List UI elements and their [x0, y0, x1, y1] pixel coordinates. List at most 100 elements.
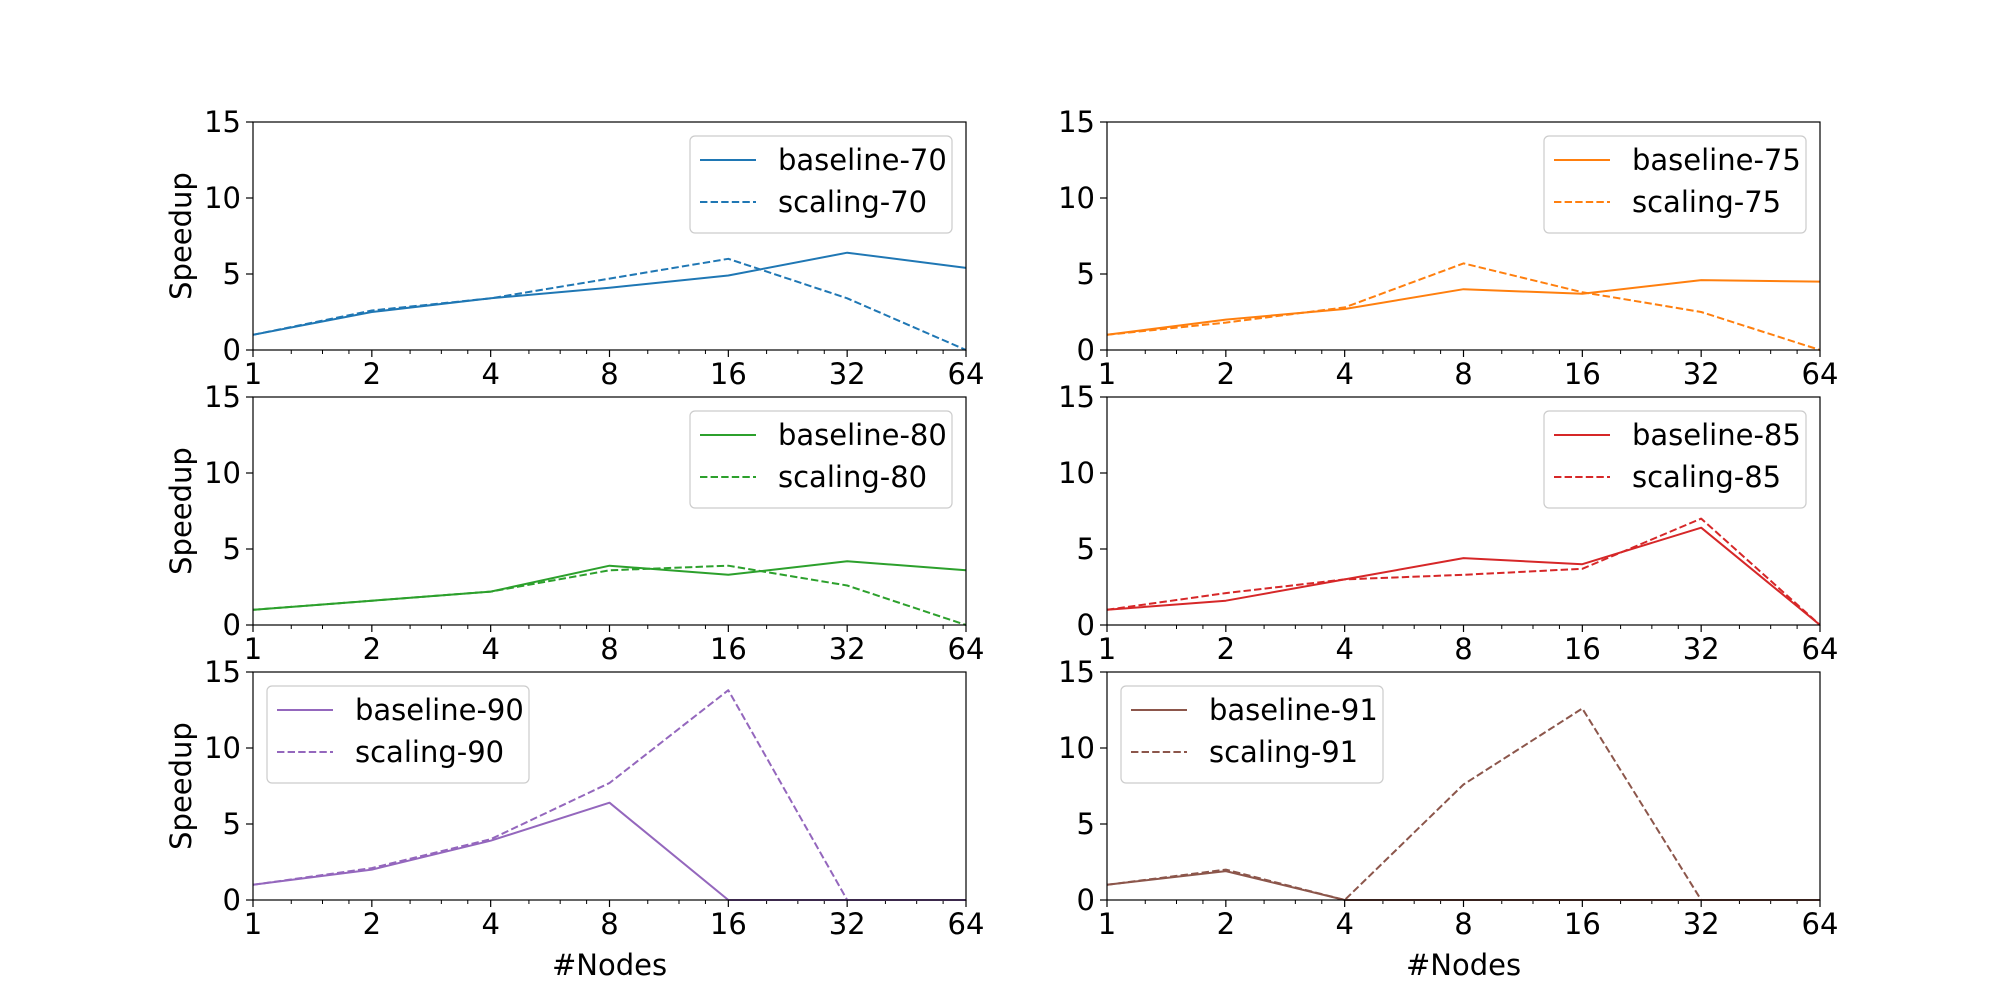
series-line-baseline-85 — [1106, 526, 1821, 626]
legend-label: baseline-85 — [1632, 418, 1801, 452]
chart-panel-3: 1 2 4 8 16 32 64 0 5 10 15 baseline-85 scaling-85 — [1058, 380, 1838, 666]
legend-label: scaling-85 — [1632, 460, 1781, 494]
x-tick-label: 2 — [1217, 907, 1235, 941]
x-tick-label: 2 — [363, 632, 381, 666]
y-tick-label: 15 — [204, 655, 241, 689]
legend: baseline-90 scaling-90 — [266, 685, 530, 784]
series-line-scaling-70 — [252, 257, 967, 351]
x-tick-label: 8 — [600, 632, 618, 666]
y-axis-label: Speedup — [164, 447, 198, 575]
series-line-baseline-75 — [1106, 279, 1821, 336]
y-tick-label: 10 — [1058, 731, 1095, 765]
x-tick-label: 4 — [481, 632, 499, 666]
y-tick-label: 5 — [223, 532, 241, 566]
x-tick-label: 64 — [948, 907, 985, 941]
y-tick-label: 15 — [1058, 105, 1095, 139]
x-tick-label: 16 — [1564, 907, 1601, 941]
x-tick-label: 1 — [244, 632, 262, 666]
x-tick-label: 2 — [363, 907, 381, 941]
series-line-baseline-91 — [1106, 870, 1820, 901]
legend-label: baseline-90 — [355, 693, 524, 727]
x-tick-label: 1 — [1098, 632, 1116, 666]
y-tick-label: 0 — [1077, 333, 1095, 367]
x-tick-label: 1 — [1098, 907, 1116, 941]
y-tick-label: 0 — [1077, 883, 1095, 917]
x-tick-label: 64 — [948, 632, 985, 666]
x-tick-label: 32 — [1683, 632, 1720, 666]
y-tick-label: 5 — [223, 807, 241, 841]
y-tick-label: 15 — [1058, 655, 1095, 689]
legend-label: baseline-80 — [778, 418, 947, 452]
series-line-scaling-85 — [1106, 517, 1821, 626]
x-axis-label: #Nodes — [552, 948, 667, 982]
x-tick-label: 32 — [829, 357, 866, 391]
series-line-baseline-70 — [252, 251, 967, 336]
x-tick-label: 64 — [1802, 632, 1839, 666]
x-tick-label: 2 — [363, 357, 381, 391]
legend: baseline-91 scaling-91 — [1120, 685, 1384, 784]
y-tick-label: 10 — [1058, 456, 1095, 490]
legend: baseline-80 scaling-80 — [689, 410, 953, 509]
y-axis-label: Speedup — [164, 722, 198, 850]
legend-label: scaling-75 — [1632, 185, 1781, 219]
x-tick-label: 4 — [1335, 907, 1353, 941]
y-tick-label: 15 — [1058, 380, 1095, 414]
y-tick-label: 10 — [204, 731, 241, 765]
legend-label: scaling-91 — [1209, 735, 1358, 769]
x-tick-label: 8 — [600, 907, 618, 941]
series-line-scaling-75 — [1106, 262, 1821, 351]
x-tick-label: 64 — [1802, 357, 1839, 391]
y-axis-label: Speedup — [164, 172, 198, 300]
legend-label: baseline-70 — [778, 143, 947, 177]
x-tick-label: 1 — [244, 357, 262, 391]
legend-label: scaling-80 — [778, 460, 927, 494]
y-tick-label: 5 — [1077, 532, 1095, 566]
x-tick-label: 4 — [481, 357, 499, 391]
y-tick-label: 0 — [223, 883, 241, 917]
y-tick-label: 10 — [1058, 181, 1095, 215]
x-tick-label: 32 — [829, 632, 866, 666]
legend-label: baseline-91 — [1209, 693, 1378, 727]
x-tick-label: 16 — [710, 632, 747, 666]
chart-panel-5: 1 2 4 8 16 32 64 0 5 10 15 #Nodes baseline-91 scaling… — [1058, 655, 1838, 982]
x-tick-label: 8 — [1454, 357, 1472, 391]
x-tick-label: 1 — [1098, 357, 1116, 391]
x-tick-label: 8 — [1454, 907, 1472, 941]
x-tick-label: 64 — [1802, 907, 1839, 941]
y-tick-label: 5 — [1077, 257, 1095, 291]
x-tick-label: 4 — [1335, 632, 1353, 666]
x-tick-label: 4 — [481, 907, 499, 941]
x-tick-label: 16 — [710, 907, 747, 941]
y-tick-label: 15 — [204, 380, 241, 414]
x-tick-label: 8 — [1454, 632, 1472, 666]
x-tick-label: 8 — [600, 357, 618, 391]
legend: baseline-70 scaling-70 — [689, 135, 953, 234]
legend: baseline-75 scaling-75 — [1543, 135, 1807, 234]
legend: baseline-85 scaling-85 — [1543, 410, 1807, 509]
x-tick-label: 16 — [710, 357, 747, 391]
x-tick-label: 2 — [1217, 357, 1235, 391]
x-tick-label: 2 — [1217, 632, 1235, 666]
y-tick-label: 5 — [223, 257, 241, 291]
x-tick-label: 16 — [1564, 357, 1601, 391]
series-line-scaling-80 — [252, 564, 967, 626]
y-tick-label: 10 — [204, 456, 241, 490]
x-tick-label: 4 — [1335, 357, 1353, 391]
y-tick-label: 0 — [1077, 608, 1095, 642]
x-axis-label: #Nodes — [1406, 948, 1521, 982]
x-tick-label: 16 — [1564, 632, 1601, 666]
y-tick-label: 5 — [1077, 807, 1095, 841]
legend-label: scaling-90 — [355, 735, 504, 769]
y-tick-label: 0 — [223, 608, 241, 642]
y-tick-label: 10 — [204, 181, 241, 215]
series-line-baseline-90 — [252, 801, 966, 901]
x-tick-label: 32 — [829, 907, 866, 941]
x-tick-label: 32 — [1683, 357, 1720, 391]
x-tick-label: 64 — [948, 357, 985, 391]
x-tick-label: 1 — [244, 907, 262, 941]
y-tick-label: 15 — [204, 105, 241, 139]
